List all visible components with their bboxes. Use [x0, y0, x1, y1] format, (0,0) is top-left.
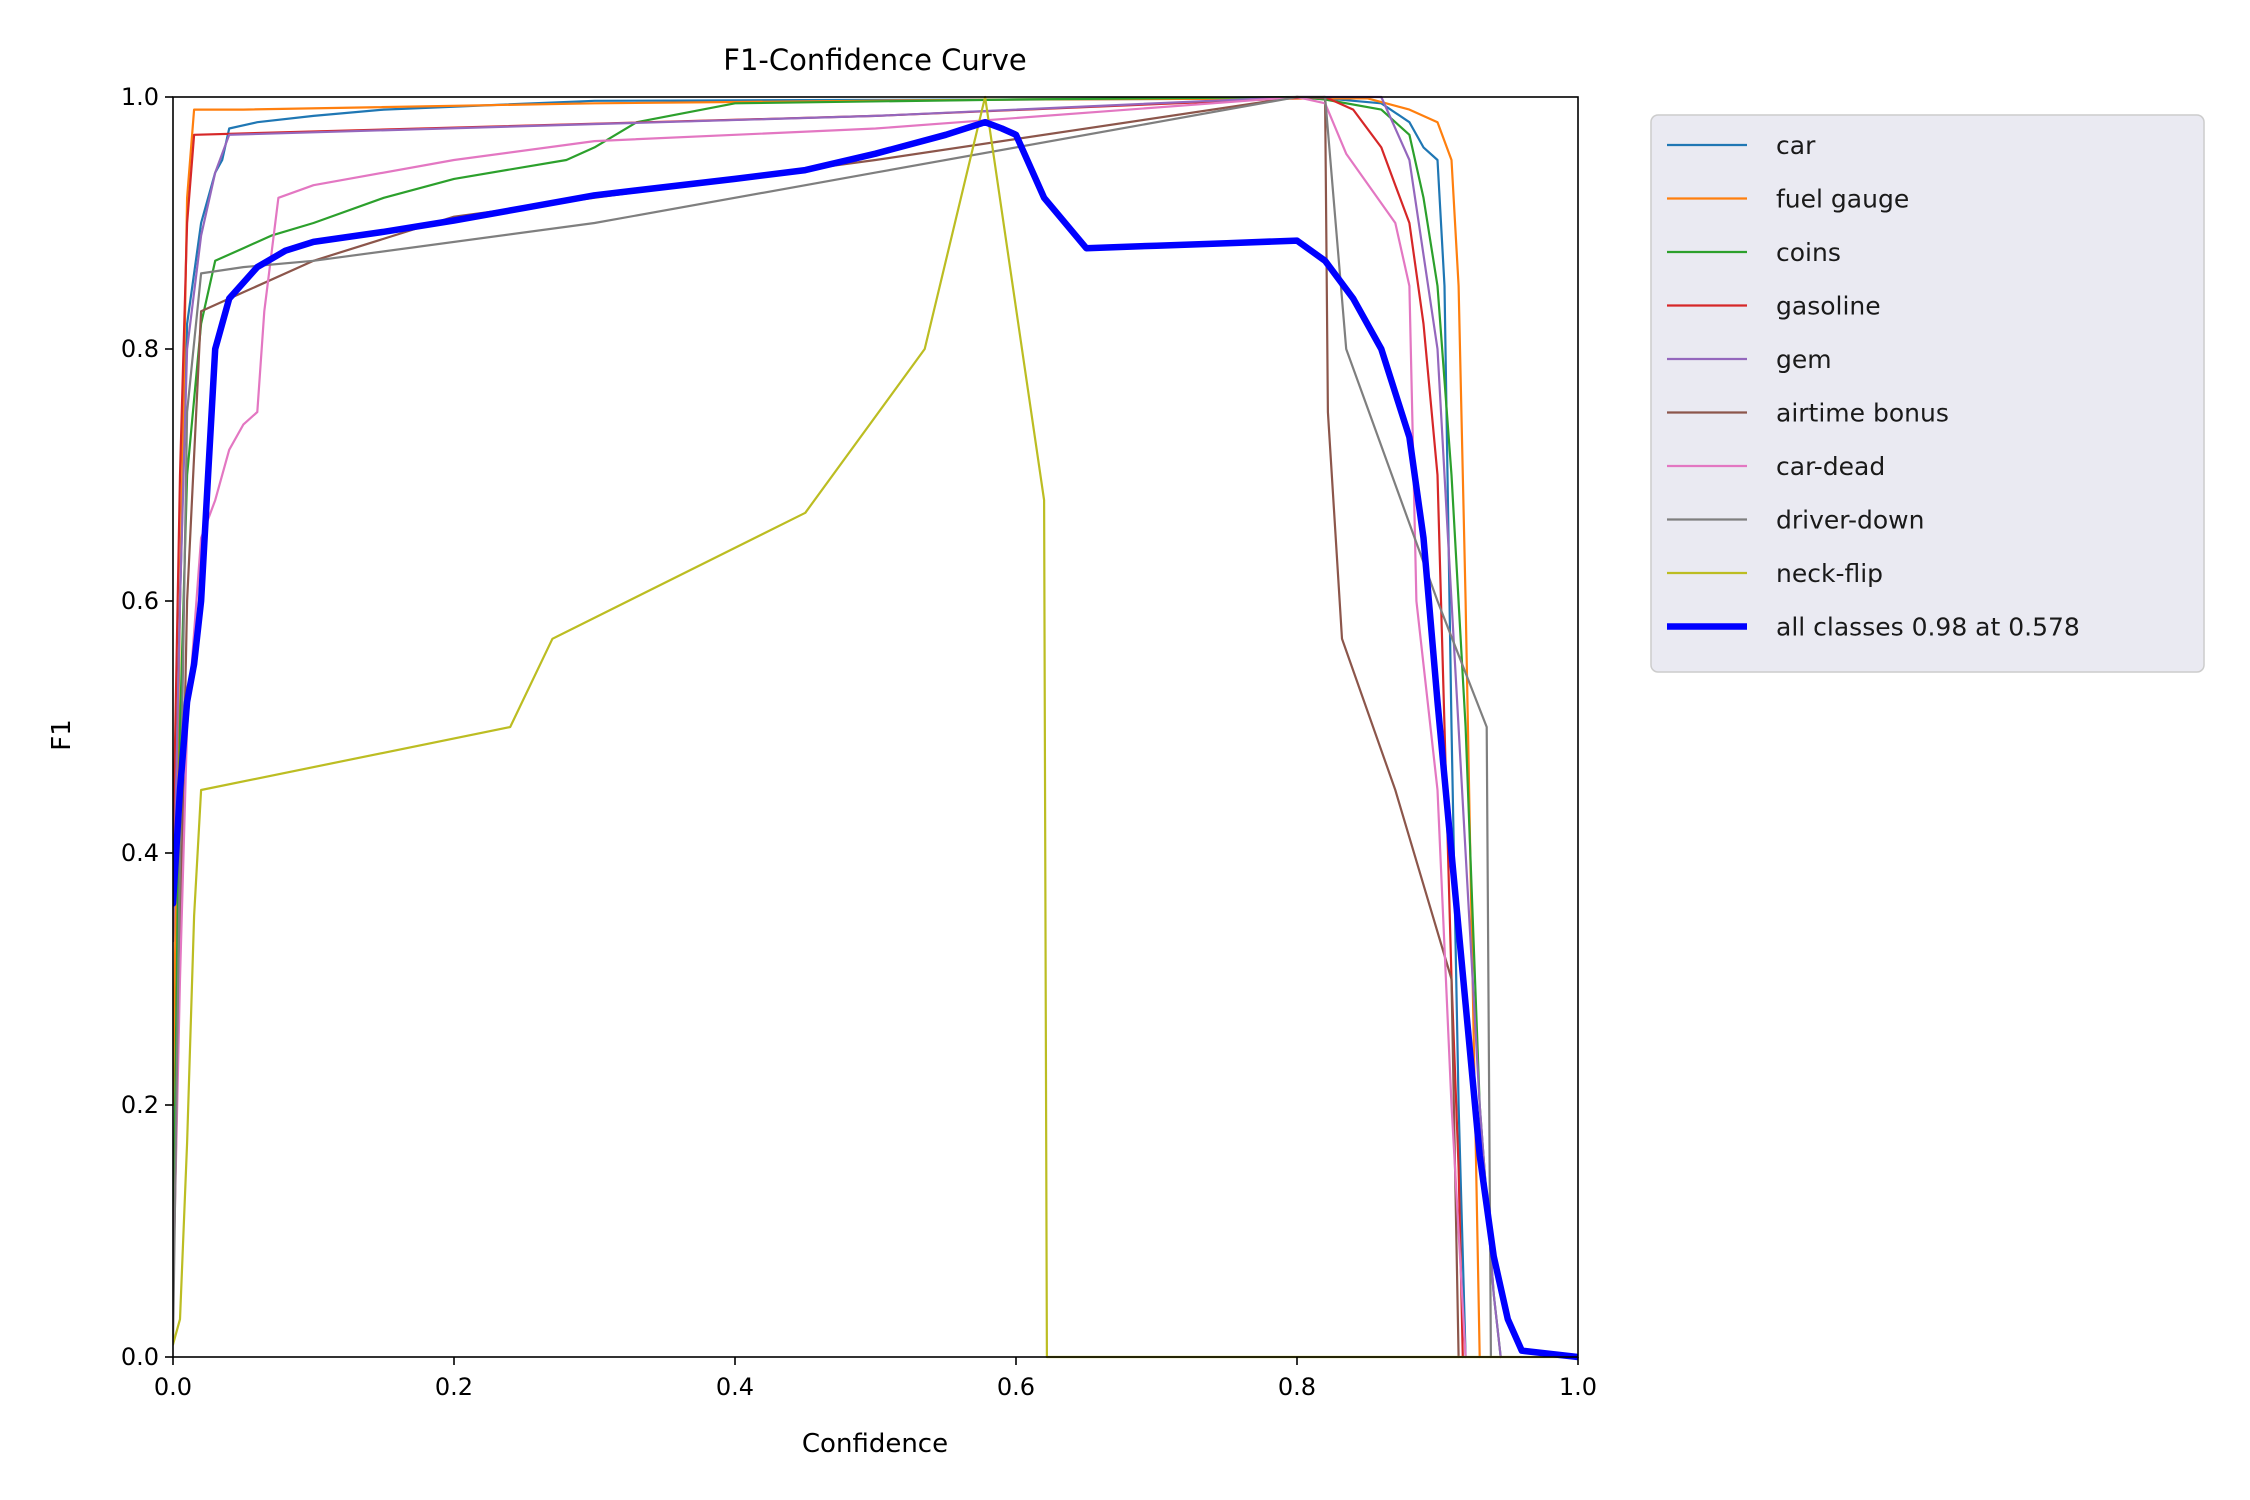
legend-label: car [1776, 131, 1816, 160]
y-tick-label: 0.4 [121, 839, 159, 867]
y-tick-label: 1.0 [121, 83, 159, 111]
series-line-neck-flip [173, 95, 1578, 1359]
y-tick-label: 0.8 [121, 335, 159, 363]
series-line-gasoline [173, 95, 1464, 1359]
legend-label: driver-down [1776, 506, 1924, 535]
y-axis-label: F1 [47, 719, 77, 751]
y-tick-label: 0.2 [121, 1091, 159, 1119]
legend: car fuel gauge coins gasoline gem airtime bon… [1650, 114, 2205, 673]
chart-title: F1-Confidence Curve [723, 43, 1026, 77]
legend-label: airtime bonus [1776, 399, 1949, 428]
legend-box [1650, 114, 2205, 673]
x-tick-label: 0.8 [1278, 1373, 1316, 1401]
series-line-fuel-gauge [173, 97, 1481, 1359]
legend-label: car-dead [1776, 452, 1885, 481]
x-tick-label: 0.2 [435, 1373, 473, 1401]
x-axis-label: Confidence [802, 1429, 948, 1459]
series-lines [173, 95, 1578, 1361]
x-tick-label: 1.0 [1559, 1373, 1597, 1401]
series-line-airtime-bonus [173, 95, 1460, 1359]
axes-frame [172, 96, 1579, 1358]
legend-label: gasoline [1776, 292, 1881, 321]
series-line-car-dead [173, 95, 1467, 1359]
legend-label: gem [1776, 345, 1832, 374]
legend-label: coins [1776, 238, 1841, 267]
legend-label: fuel gauge [1776, 185, 1909, 214]
series-line-car [173, 97, 1467, 1359]
y-tick-label: 0.0 [121, 1343, 159, 1371]
legend-label: all classes 0.98 at 0.578 [1776, 613, 2080, 642]
x-tick-label: 0.6 [997, 1373, 1035, 1401]
series-line-all-classes-0-98-at-0-578 [173, 118, 1578, 1361]
legend-label: neck-flip [1776, 559, 1883, 588]
series-line-coins [173, 95, 1502, 1359]
x-tick-label: 0.0 [154, 1373, 192, 1401]
x-tick-label: 0.4 [716, 1373, 754, 1401]
y-tick-label: 0.6 [121, 587, 159, 615]
plot-area: 0.0 0.2 0.4 0.6 0.8 1.0 0.0 0.2 0.4 0.6 0.8 1.0 [121, 83, 1597, 1401]
